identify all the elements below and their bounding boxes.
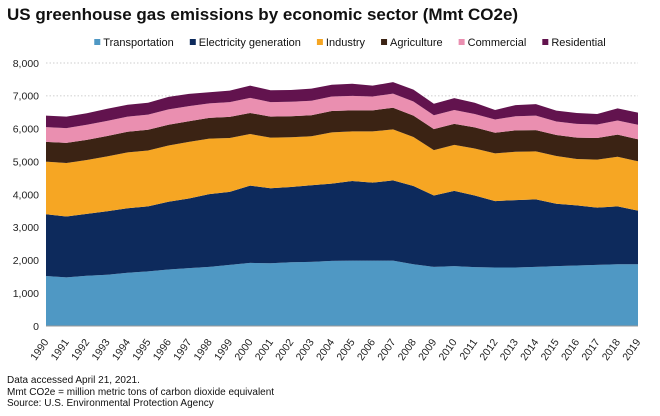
x-tick-label: 2003 xyxy=(294,337,317,363)
x-tick-label: 2008 xyxy=(396,337,419,363)
note-source: Source: U.S. Environmental Protection Ag… xyxy=(7,398,214,409)
stacked-area-chart: Transportation Electricity generation Indu… xyxy=(13,37,644,363)
x-axis: 1990199119921993199419951996199719981999… xyxy=(28,325,644,363)
x-tick-label: 1999 xyxy=(212,337,235,363)
legend-label: Electricity generation xyxy=(199,37,301,49)
legend-item-industry: Industry xyxy=(316,37,366,49)
area-residential xyxy=(46,82,638,129)
legend-swatch xyxy=(189,39,196,45)
x-tick-label: 2001 xyxy=(253,337,276,363)
x-tick-label: 2002 xyxy=(273,337,296,363)
y-axis: 0 1,000 2,000 3,000 4,000 5,000 6,000 7,000 8,00… xyxy=(13,58,39,333)
legend: Transportation Electricity generation Indu… xyxy=(94,37,606,49)
x-tick-label: 2009 xyxy=(416,337,439,363)
x-tick-label: 1997 xyxy=(171,337,194,363)
area-industry xyxy=(46,129,638,217)
y-tick-label: 2,000 xyxy=(13,255,39,267)
x-tick-label: 1995 xyxy=(130,337,153,363)
legend-swatch xyxy=(458,39,465,45)
x-tick-label: 2018 xyxy=(600,337,623,363)
x-tick-label: 1994 xyxy=(110,337,133,363)
note-data-accessed: Data accessed April 21, 2021. xyxy=(7,375,140,386)
x-tick-label: 2000 xyxy=(232,337,255,363)
footnotes: Data accessed April 21, 2021. Mmt CO2e =… xyxy=(7,375,274,410)
y-tick-label: 6,000 xyxy=(13,124,39,136)
x-tick-label: 2004 xyxy=(314,337,337,363)
legend-label: Commercial xyxy=(468,37,527,49)
legend-item-residential: Residential xyxy=(542,37,606,49)
legend-item-transportation: Transportation xyxy=(94,37,174,49)
x-tick-label: 1991 xyxy=(49,337,72,363)
x-tick-label: 2019 xyxy=(620,337,643,363)
x-tick-label: 2017 xyxy=(579,337,602,363)
x-tick-label: 2010 xyxy=(437,337,460,363)
legend-item-commercial: Commercial xyxy=(458,37,527,49)
y-tick-label: 5,000 xyxy=(13,156,39,168)
x-tick-label: 1993 xyxy=(89,337,112,363)
x-tick-label: 2005 xyxy=(334,337,357,363)
x-tick-label: 1996 xyxy=(151,337,174,363)
y-tick-label: 0 xyxy=(33,321,39,333)
x-tick-label: 2011 xyxy=(457,337,480,363)
area-commercial xyxy=(46,93,638,143)
legend-item-electricity-generation: Electricity generation xyxy=(189,37,301,49)
y-tick-label: 1,000 xyxy=(13,288,39,300)
legend-swatch xyxy=(94,39,101,45)
legend-swatch xyxy=(381,39,388,45)
legend-label: Transportation xyxy=(103,37,174,49)
x-tick-label: 1990 xyxy=(28,337,51,363)
y-tick-label: 8,000 xyxy=(13,58,39,70)
legend-label: Industry xyxy=(326,37,366,49)
x-tick-label: 1998 xyxy=(192,337,215,363)
x-tick-label: 2013 xyxy=(498,337,521,363)
area-agriculture xyxy=(46,107,638,163)
legend-item-agriculture: Agriculture xyxy=(381,37,443,49)
legend-swatch xyxy=(542,39,549,45)
legend-swatch xyxy=(316,39,323,45)
x-tick-label: 2015 xyxy=(539,337,562,363)
y-tick-label: 3,000 xyxy=(13,222,39,234)
y-tick-label: 4,000 xyxy=(13,189,39,201)
x-tick-label: 2014 xyxy=(518,337,541,363)
area-series xyxy=(46,82,638,326)
x-tick-label: 2007 xyxy=(375,337,398,363)
x-tick-label: 2016 xyxy=(559,337,582,363)
note-unit-definition: Mmt CO2e = million metric tons of carbon… xyxy=(7,386,275,398)
legend-label: Residential xyxy=(551,37,605,49)
x-tick-label: 1992 xyxy=(69,337,92,363)
x-tick-label: 2012 xyxy=(477,337,500,363)
x-tick-label: 2006 xyxy=(355,337,378,363)
area-electricity-generation xyxy=(46,180,638,278)
legend-label: Agriculture xyxy=(390,37,443,49)
chart-title: US greenhouse gas emissions by economic … xyxy=(7,5,519,24)
area-transportation xyxy=(46,260,638,326)
y-tick-label: 7,000 xyxy=(13,91,39,103)
